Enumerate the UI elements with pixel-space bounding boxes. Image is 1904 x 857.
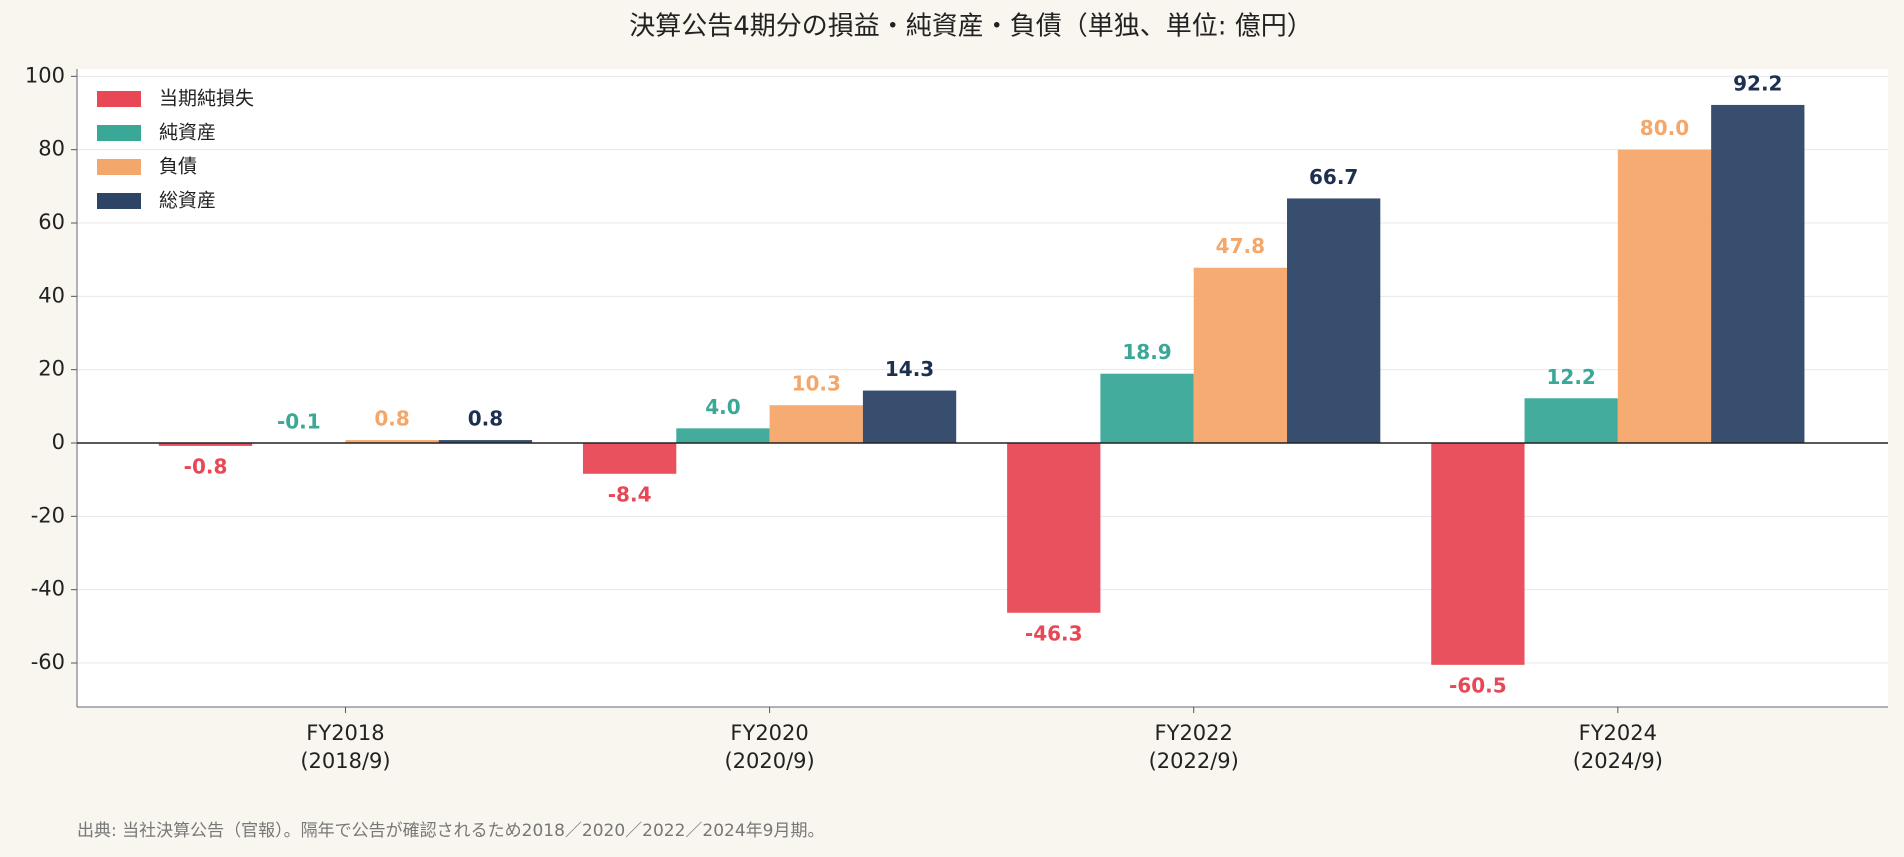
value-label: 12.2 — [1547, 365, 1596, 389]
y-tick-label: 100 — [25, 63, 65, 87]
y-tick-label: -40 — [31, 577, 65, 601]
bar — [1431, 443, 1525, 665]
bar — [862, 390, 957, 443]
value-label: 66.7 — [1309, 165, 1358, 189]
x-tick-sublabel: (2022/9) — [1149, 749, 1239, 773]
value-label: 10.3 — [792, 372, 841, 396]
value-label: 14.3 — [885, 357, 934, 381]
bar — [1617, 149, 1712, 443]
legend-swatch — [97, 193, 141, 209]
value-label: -46.3 — [1025, 621, 1083, 645]
x-tick-sublabel: (2018/9) — [300, 749, 390, 773]
legend-label: 負債 — [159, 156, 197, 178]
bar — [1524, 398, 1618, 443]
legend-label: 純資産 — [159, 122, 216, 144]
legend-swatch — [97, 159, 141, 175]
x-tick-label: FY2022 — [1155, 721, 1233, 745]
legend-label: 当期純損失 — [159, 88, 254, 110]
value-label: -0.1 — [277, 410, 321, 434]
value-label: 47.8 — [1216, 234, 1265, 258]
value-label: -60.5 — [1449, 673, 1507, 697]
bar — [1287, 198, 1381, 443]
value-label: 92.2 — [1733, 71, 1782, 95]
value-label: 4.0 — [705, 395, 740, 419]
legend-swatch — [97, 91, 141, 107]
x-tick-sublabel: (2020/9) — [724, 749, 814, 773]
footnote: 出典: 当社決算公告（官報）。隔年で公告が確認されるため2018／2020／20… — [77, 821, 825, 841]
value-label: -0.8 — [184, 454, 228, 478]
value-label: 80.0 — [1640, 116, 1689, 140]
bar — [1007, 443, 1101, 613]
value-label: -8.4 — [608, 482, 652, 506]
chart-title: 決算公告4期分の損益・純資産・負債（単独、単位: 億円） — [629, 12, 1313, 42]
value-label: 0.8 — [374, 407, 409, 431]
value-label: 0.8 — [468, 407, 503, 431]
y-tick-label: 80 — [38, 137, 65, 161]
y-tick-label: 0 — [52, 430, 65, 454]
bar — [582, 443, 677, 474]
bar — [769, 405, 863, 443]
legend-swatch — [97, 125, 141, 141]
bar — [158, 443, 253, 446]
y-tick-label: -20 — [31, 503, 65, 527]
bar — [676, 428, 770, 443]
bar — [1100, 373, 1194, 443]
value-label: 18.9 — [1122, 340, 1171, 364]
x-tick-label: FY2020 — [730, 721, 808, 745]
y-tick-label: -60 — [31, 650, 65, 674]
plot-area — [77, 69, 1888, 707]
y-tick-label: 20 — [38, 357, 65, 381]
bar — [1711, 104, 1805, 443]
x-tick-label: FY2018 — [306, 721, 384, 745]
x-tick-sublabel: (2024/9) — [1573, 749, 1663, 773]
bar — [345, 440, 439, 443]
y-tick-label: 60 — [38, 210, 65, 234]
y-tick-label: 40 — [38, 283, 65, 307]
x-tick-label: FY2024 — [1579, 721, 1657, 745]
bar — [1193, 267, 1288, 443]
bar — [438, 440, 533, 443]
legend-label: 総資産 — [159, 190, 216, 212]
